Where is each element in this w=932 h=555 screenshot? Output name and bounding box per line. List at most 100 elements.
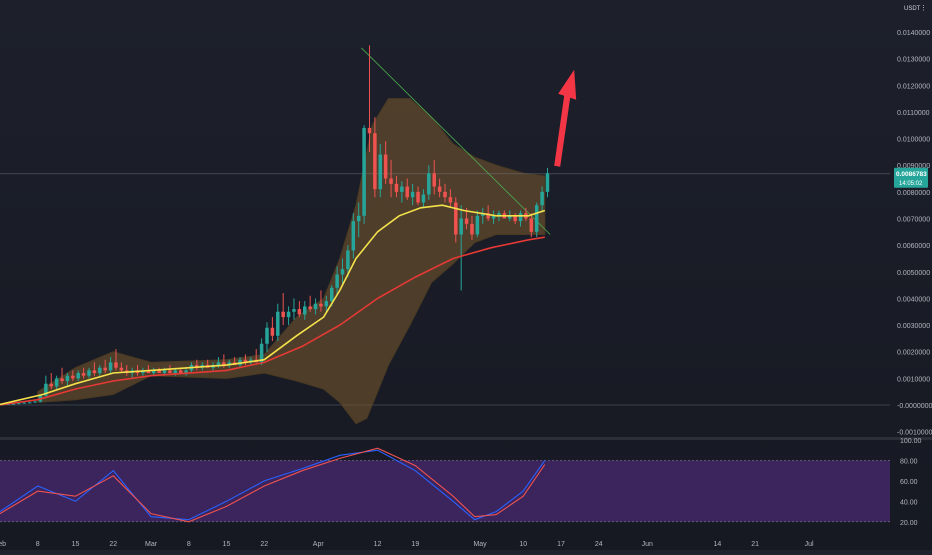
candle[interactable] (292, 298, 296, 320)
candle[interactable] (362, 125, 366, 224)
oscillator-pane[interactable] (0, 447, 890, 523)
main-price-pane[interactable] (0, 45, 890, 425)
candle[interactable] (270, 317, 275, 342)
candle[interactable] (373, 117, 377, 198)
candle[interactable] (416, 186, 420, 206)
candle[interactable] (319, 290, 323, 312)
candle[interactable] (340, 258, 345, 286)
candle[interactable] (513, 213, 517, 224)
candle[interactable] (335, 266, 339, 296)
price-label-box[interactable] (894, 167, 928, 188)
candle-body (243, 359, 248, 363)
pane-separator[interactable] (0, 437, 932, 440)
candle[interactable] (400, 181, 404, 203)
candle[interactable] (475, 210, 480, 238)
candle[interactable] (76, 370, 80, 382)
candle-body (346, 250, 350, 270)
candle[interactable] (151, 367, 156, 376)
y-tick-label: 0.0030000 (897, 323, 930, 330)
candle[interactable] (65, 373, 70, 387)
candle-body (454, 202, 458, 235)
candle[interactable] (518, 210, 523, 227)
candle[interactable] (346, 245, 350, 278)
candle[interactable] (313, 298, 318, 315)
candle[interactable] (114, 349, 118, 371)
candle[interactable] (265, 322, 269, 352)
candle[interactable] (71, 370, 75, 382)
y-tick-label: -0.0010000 (897, 430, 932, 437)
candle[interactable] (324, 295, 329, 312)
candle[interactable] (378, 143, 383, 198)
candle[interactable] (529, 213, 534, 238)
candle[interactable] (356, 202, 361, 238)
candle[interactable] (308, 295, 312, 312)
moving-average-fast (0, 204, 546, 406)
candle[interactable] (421, 189, 426, 208)
candle[interactable] (184, 367, 188, 376)
candle[interactable] (367, 45, 372, 152)
candle[interactable] (286, 306, 291, 326)
candle[interactable] (33, 401, 37, 403)
candle[interactable] (297, 301, 302, 318)
oscillator-tick-label: 80.00 (900, 458, 918, 465)
candle[interactable] (405, 178, 409, 200)
candle[interactable] (17, 402, 21, 405)
candle[interactable] (437, 178, 442, 198)
candle[interactable] (454, 197, 458, 243)
candle-body (389, 178, 393, 184)
trendline[interactable] (361, 47, 551, 235)
moving-average-slow (0, 236, 545, 406)
candle[interactable] (119, 362, 124, 374)
candle[interactable] (394, 175, 399, 198)
candle[interactable] (98, 365, 102, 376)
candle-body (178, 370, 183, 374)
candle[interactable] (87, 367, 91, 379)
candle[interactable] (351, 213, 356, 259)
candle[interactable] (22, 402, 27, 404)
candle-body (351, 221, 356, 251)
candle[interactable] (459, 205, 463, 291)
candle[interactable] (427, 165, 431, 200)
candle[interactable] (534, 202, 539, 238)
currency-label[interactable]: USDT (904, 6, 921, 12)
candle[interactable] (281, 293, 285, 326)
candle[interactable] (108, 357, 113, 374)
candle[interactable] (410, 183, 415, 206)
candle[interactable] (303, 301, 307, 320)
candle[interactable] (54, 375, 59, 390)
candle-body (71, 375, 75, 379)
more-dots-icon[interactable]: ⋮ (920, 5, 927, 12)
candle-body (432, 173, 436, 187)
candle[interactable] (470, 215, 474, 240)
price-label-countdown: 14:05:02 (899, 181, 923, 187)
candle[interactable] (383, 141, 388, 184)
candle[interactable] (276, 303, 280, 342)
candle-body (54, 378, 59, 387)
x-tick-label: 22 (109, 541, 117, 548)
candle[interactable] (540, 186, 544, 211)
candle[interactable] (81, 367, 86, 379)
candle-body (437, 186, 442, 192)
y-tick-label: 0.0070000 (897, 217, 930, 224)
candle[interactable] (27, 401, 32, 404)
candle[interactable] (432, 159, 436, 195)
candle[interactable] (60, 367, 64, 384)
candle[interactable] (227, 359, 231, 368)
candle[interactable] (448, 189, 453, 208)
candle-body (286, 311, 291, 318)
candle[interactable] (49, 373, 53, 390)
candle-body (265, 327, 269, 344)
candle[interactable] (243, 354, 248, 366)
candle[interactable] (443, 183, 447, 203)
candle[interactable] (146, 365, 151, 374)
candle[interactable] (103, 359, 107, 374)
candle[interactable] (389, 159, 393, 198)
candle[interactable] (481, 207, 485, 224)
candle[interactable] (92, 362, 97, 376)
candle[interactable] (486, 205, 490, 222)
candle[interactable] (545, 167, 550, 198)
candle[interactable] (491, 210, 496, 224)
x-tick-label: 10 (519, 541, 527, 548)
